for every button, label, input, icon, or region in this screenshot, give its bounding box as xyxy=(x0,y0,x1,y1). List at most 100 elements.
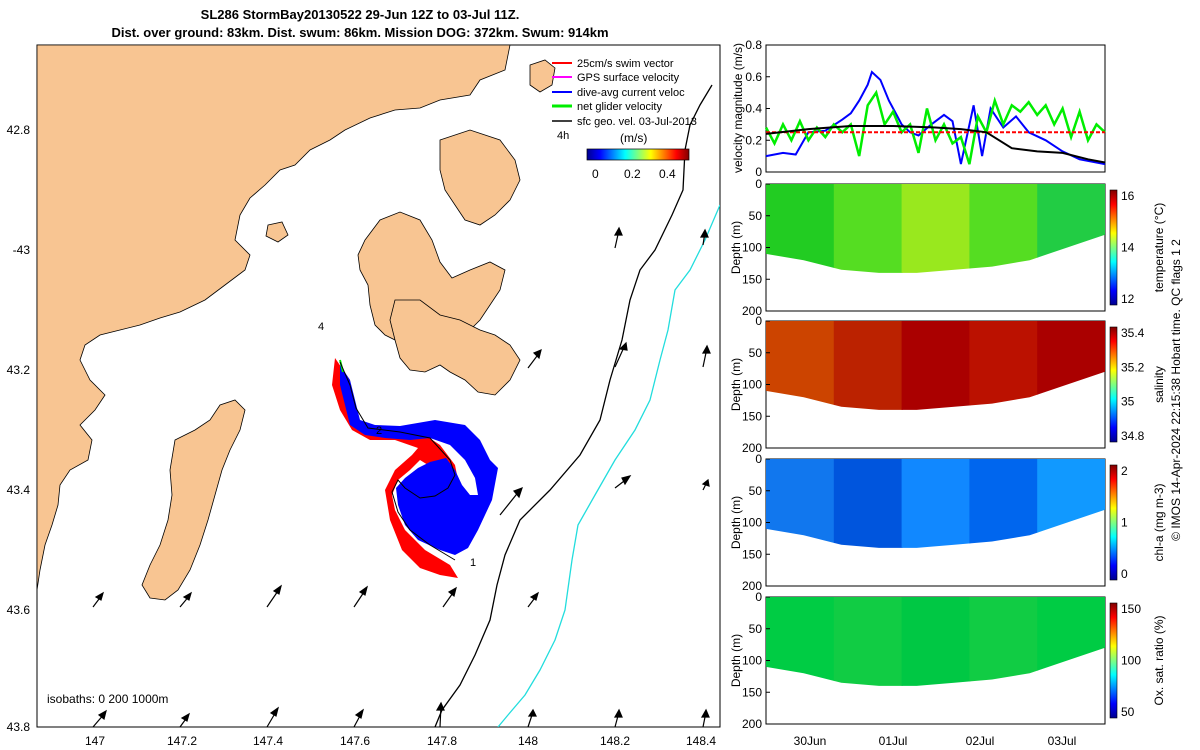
map-ytick-3: 43.4 xyxy=(7,483,31,497)
heatmap-ytick-0-4: 200 xyxy=(742,304,762,318)
map-xtick-5: 148 xyxy=(518,734,538,748)
heatmap-ytick-3-0: 0 xyxy=(755,590,762,604)
map-x-axis: 147 147.2 147.4 147.6 147.8 148 148.2 14… xyxy=(85,734,716,748)
heatmap-cbtick-0-1: 14 xyxy=(1121,241,1135,255)
heatmap-panel-3: 0 50 100 150 200 Depth (m) 50 100 150 Ox. sat. ra… xyxy=(729,590,1166,731)
legend-net-glider-label: net glider velocity xyxy=(577,101,662,113)
heatmap-band xyxy=(833,459,903,548)
map-ytick-2: 43.2 xyxy=(7,363,31,377)
heatmap-ytick-1-1: 50 xyxy=(749,346,763,360)
heatmap-band xyxy=(901,321,971,410)
geo-arrow xyxy=(179,591,192,608)
heatmap-band xyxy=(969,597,1039,686)
geo-arrow xyxy=(499,486,523,516)
heatmap-ytick-3-1: 50 xyxy=(749,622,763,636)
velocity-series-1 xyxy=(764,89,1106,165)
isobath-200m xyxy=(434,84,713,727)
map-y-axis: 42.8 -43 43.2 43.4 43.6 43.8 xyxy=(7,123,31,734)
heatmap-colorbar-0 xyxy=(1109,189,1118,306)
heatmap-ytick-0-1: 50 xyxy=(749,209,763,223)
geo-arrow xyxy=(92,591,104,608)
map-legend: 25cm/s swim vector GPS surface velocity … xyxy=(552,58,697,181)
heatmap-cbtick-3-1: 100 xyxy=(1121,654,1141,668)
geo-arrow xyxy=(353,585,368,608)
legend-sfc-geo-label: sfc geo. vel. 03-Jul-2013 xyxy=(577,116,697,128)
velocity-yticks: 0 0.2 0.4 0.6 0.8 xyxy=(745,38,770,179)
heatmap-cbtick-1-0: 34.8 xyxy=(1121,429,1145,443)
heatmap-cblabel-0: temperature (°C) xyxy=(1152,203,1166,293)
velocity-ytick-3: 0.6 xyxy=(745,70,762,84)
heatmap-cells-0 xyxy=(766,184,1105,273)
legend-dive-avg: dive-avg current veloc xyxy=(552,87,685,99)
heatmap-cells-2 xyxy=(766,459,1105,548)
geo-arrow xyxy=(92,709,107,728)
waypoint-1-label: 1 xyxy=(470,557,476,569)
geo-arrow xyxy=(527,348,542,369)
geo-arrow xyxy=(613,226,623,249)
velocity-series-3 xyxy=(765,125,1106,164)
geo-arrow xyxy=(700,708,710,728)
glider-track xyxy=(332,358,498,578)
map-colorbar xyxy=(586,148,690,161)
land-east-peninsula xyxy=(439,129,521,226)
legend-net-glider: net glider velocity xyxy=(552,101,662,113)
heatmap-cblabel-2: chl-a (mg m-3) xyxy=(1152,483,1166,561)
heatmap-ytick-2-3: 150 xyxy=(742,547,762,561)
heatmap-cbtick-1-2: 35.2 xyxy=(1121,360,1145,374)
heatmap-colorbar-1 xyxy=(1109,326,1118,443)
geo-arrow xyxy=(442,586,457,608)
chart-title-line2: Dist. over ground: 83km. Dist. swum: 86k… xyxy=(111,25,609,40)
geo-velocity-arrows xyxy=(92,226,711,728)
legend-gps-velocity: GPS surface velocity xyxy=(552,72,680,84)
copyright-note: © IMOS 14-Apr-2024 22:15:38 Hobart time.… xyxy=(1169,239,1183,541)
geo-arrow xyxy=(701,478,710,491)
legend-swim-vector-label: 25cm/s swim vector xyxy=(577,58,674,70)
velocity-ylabel: velocity magnitude (m/s) xyxy=(731,43,745,173)
velocity-frame xyxy=(765,44,1106,173)
heatmap-panel-2: 0 50 100 150 200 Depth (m) 0 1 2 chl-a (mg m-3) xyxy=(729,452,1166,593)
heatmap-panel-1: 0 50 100 150 200 Depth (m) 34.8 35 35.2 35.4 salin… xyxy=(729,314,1166,455)
legend-swim-vector: 25cm/s swim vector xyxy=(552,58,674,70)
heatmap-ytick-3-3: 150 xyxy=(742,685,762,699)
legend-sfc-geo: sfc geo. vel. 03-Jul-2013 xyxy=(552,116,697,128)
heatmap-ytick-3-2: 100 xyxy=(742,654,762,668)
heatmap-ylabel-1: Depth (m) xyxy=(729,358,743,411)
heatmap-ytick-2-0: 0 xyxy=(755,452,762,466)
heatmap-colorbar-3 xyxy=(1109,602,1118,719)
legend-gps-velocity-label: GPS surface velocity xyxy=(577,72,680,84)
heatmap-ytick-0-2: 100 xyxy=(742,241,762,255)
map-land xyxy=(37,45,556,601)
heatmap-colorbar-2 xyxy=(1109,464,1118,581)
heatmap-band xyxy=(901,459,971,548)
land-south-peninsula xyxy=(389,299,521,396)
velocity-ytick-2: 0.4 xyxy=(745,102,762,116)
heatmap-cbtick-3-2: 150 xyxy=(1121,602,1141,616)
isobath-1000m xyxy=(497,204,720,727)
chart-title-line1: SL286 StormBay20130522 29-Jun 12Z to 03-… xyxy=(200,7,520,22)
heatmap-band xyxy=(901,597,971,686)
heatmap-ytick-3-4: 200 xyxy=(742,717,762,731)
heatmap-ytick-2-1: 50 xyxy=(749,484,763,498)
marker-4h: 4h xyxy=(557,130,569,142)
map-colorbar-tick-2: 0.4 xyxy=(659,167,676,181)
heatmap-band xyxy=(969,321,1039,410)
track-black-line xyxy=(339,361,456,561)
velocity-panel: 0 0.2 0.4 0.6 0.8 velocity magnitude (m/s) xyxy=(731,38,1106,179)
heatmap-cbtick-3-0: 50 xyxy=(1121,705,1135,719)
map-xtick-1: 147.2 xyxy=(167,734,197,748)
velocity-ytick-0: 0 xyxy=(755,165,762,179)
heatmap-ytick-1-4: 200 xyxy=(742,441,762,455)
heatmap-ytick-2-2: 100 xyxy=(742,516,762,530)
heatmap-cbtick-2-0: 0 xyxy=(1121,567,1128,581)
geo-arrow xyxy=(701,344,711,368)
map-xtick-4: 147.8 xyxy=(427,734,457,748)
heatmap-ytick-0-0: 0 xyxy=(755,177,762,191)
map-colorbar-tick-0: 0 xyxy=(592,167,599,181)
heatmap-ytick-1-3: 150 xyxy=(742,409,762,423)
map-ytick-0: 42.8 xyxy=(7,123,31,137)
heatmap-band xyxy=(901,184,971,273)
geo-arrow xyxy=(179,712,190,728)
heatmap-ytick-1-2: 100 xyxy=(742,378,762,392)
